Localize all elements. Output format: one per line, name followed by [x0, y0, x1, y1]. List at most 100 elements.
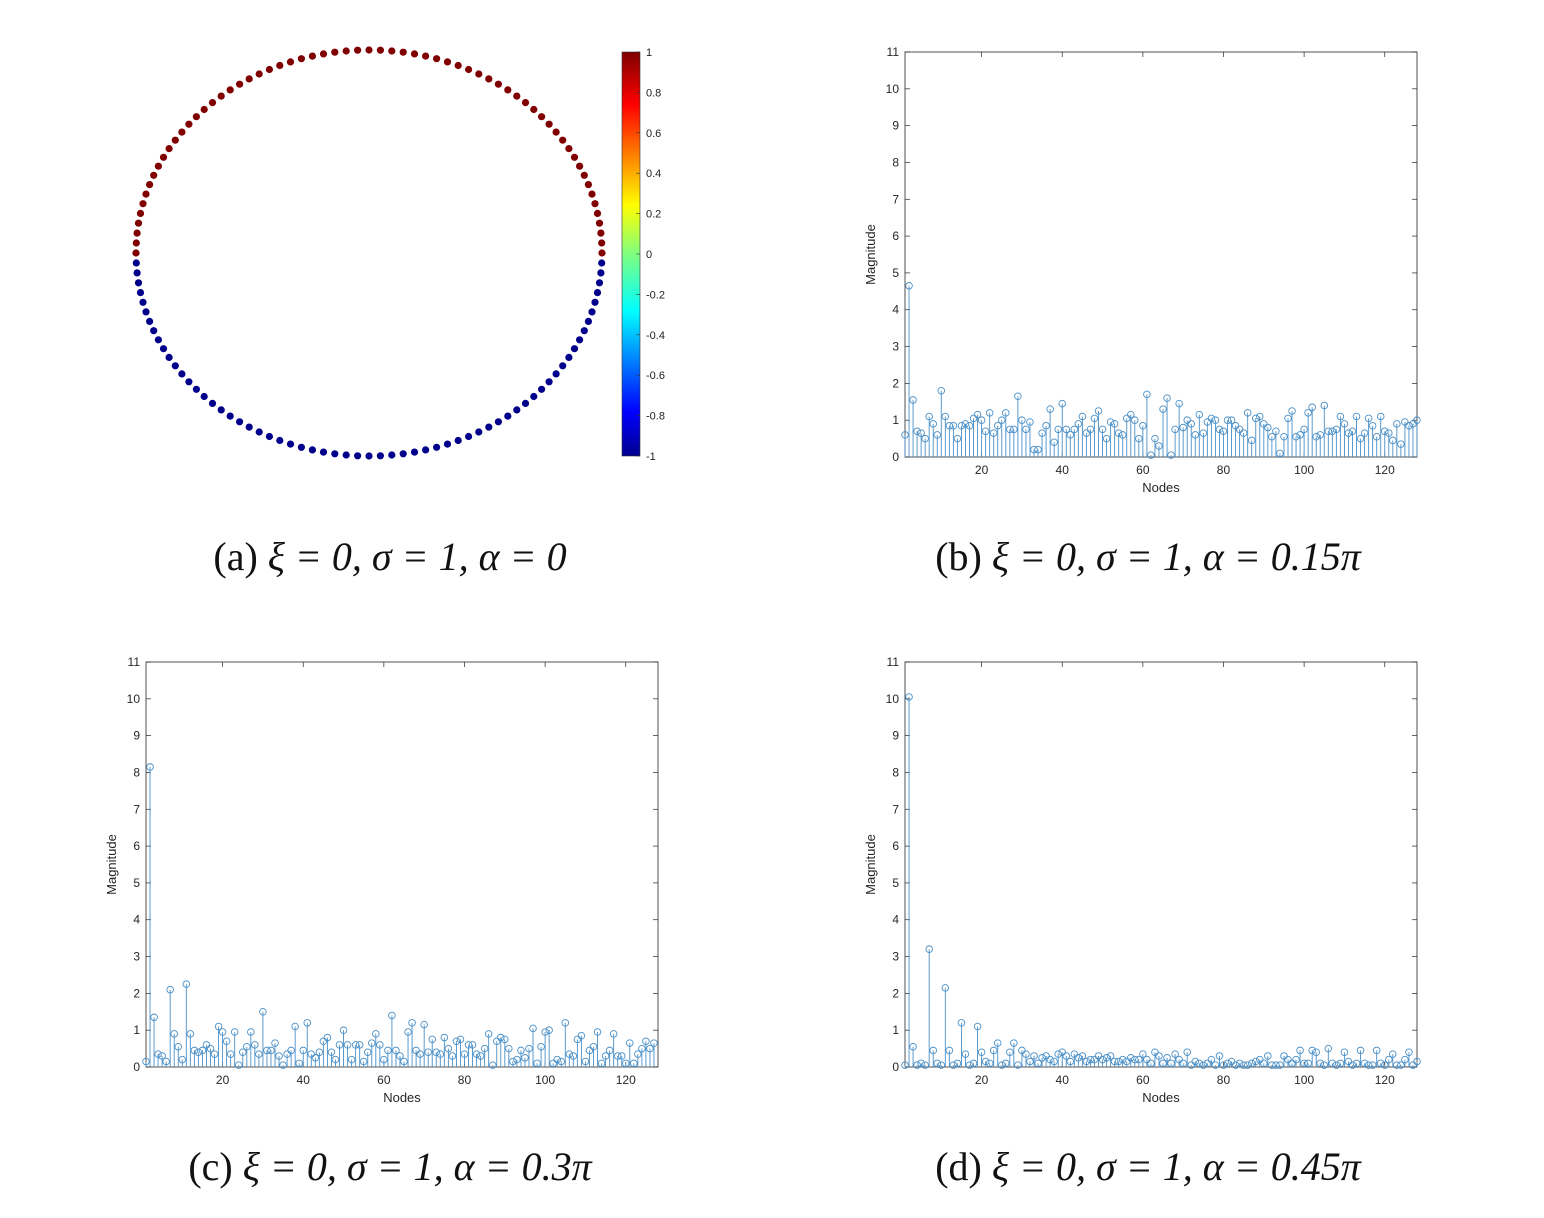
stem-point: [1264, 423, 1272, 457]
stem-point: [1086, 1055, 1095, 1067]
ring-node: [265, 65, 273, 74]
caption-d: (d) ξ = 0, σ = 1, α = 0.45π: [898, 1143, 1398, 1190]
stem-point: [1300, 1059, 1308, 1068]
stem-point: [1183, 416, 1191, 457]
stem-point: [1344, 429, 1353, 457]
stem-point: [1171, 1050, 1179, 1067]
ring-node: [530, 392, 538, 401]
stem-point: [929, 1046, 937, 1067]
y-tick-label: 11: [887, 655, 900, 669]
ring-node: [136, 289, 145, 297]
stem-point: [981, 1057, 990, 1067]
stem-point: [1364, 1061, 1373, 1069]
stem-point: [1215, 425, 1224, 457]
ring-node: [565, 353, 573, 361]
stem-point: [638, 1044, 646, 1067]
ring-node: [200, 105, 208, 114]
y-tick-label: 10: [886, 82, 900, 96]
stem-point: [363, 1048, 372, 1067]
stem-point: [1054, 1050, 1062, 1067]
ring-node: [265, 432, 273, 441]
ring-node: [331, 450, 339, 458]
stem-point: [400, 1057, 408, 1067]
stem-point: [1086, 425, 1095, 457]
stem-point: [961, 420, 970, 457]
caption-a: (a) ξ = 0, σ = 1, α = 0: [140, 533, 640, 580]
stem-point: [1235, 1059, 1244, 1068]
stem-point: [505, 1044, 513, 1067]
ring-node: [591, 200, 599, 208]
ring-node: [570, 153, 579, 161]
stem-point: [537, 1043, 545, 1067]
y-tick-label: 1: [892, 413, 899, 427]
colorbar-tick-label: 0.4: [646, 168, 661, 180]
stem-point: [1110, 1057, 1119, 1067]
stem-point: [1405, 421, 1413, 457]
ring-node: [504, 86, 512, 94]
stem-point: [509, 1057, 517, 1067]
caption-a-text: ξ = 0, σ = 1, α = 0: [267, 534, 567, 579]
colorbar-tick-label: 0: [646, 249, 652, 261]
stem-point: [206, 1044, 215, 1067]
stem-point: [1106, 1052, 1115, 1067]
stem-point: [1348, 1061, 1357, 1069]
ring-node: [365, 452, 373, 460]
stem-point: [1090, 1055, 1099, 1067]
ring-node: [504, 412, 512, 420]
x-tick-label: 20: [975, 1073, 989, 1087]
ring-node: [410, 50, 419, 58]
stem-point: [1336, 1059, 1345, 1068]
ring-node: [286, 440, 295, 448]
stem-point: [1163, 394, 1171, 457]
stem-point: [1050, 1057, 1058, 1067]
stem-point: [448, 1052, 457, 1067]
stem-point: [601, 1052, 610, 1067]
ring-node: [150, 171, 158, 179]
stem-point: [965, 421, 974, 457]
ring-node: [485, 75, 493, 83]
ring-node: [208, 99, 217, 107]
stem-point: [440, 1033, 449, 1067]
stem-point: [1304, 1059, 1312, 1068]
stem-point: [214, 1022, 223, 1067]
axes-box: [904, 661, 1418, 1068]
stem-point: [319, 1037, 328, 1067]
stem-point: [162, 1057, 170, 1067]
stem-point: [613, 1052, 622, 1067]
ring-node: [342, 451, 350, 459]
stem-point: [420, 1020, 428, 1067]
stem-point: [1211, 416, 1220, 457]
stem-point: [953, 434, 962, 457]
ring-node: [399, 48, 407, 56]
stem-point: [1312, 433, 1320, 457]
ring-node: [422, 446, 430, 454]
stem-point: [1413, 416, 1421, 457]
ring-node: [139, 298, 147, 306]
ring-node: [226, 86, 234, 94]
stem-point: [1014, 392, 1022, 457]
stem-chart-d: 0 1 2 3 4 5 6 7 8 9 10 11 20 40 60 80 100 120 Nodes Magnitu…: [863, 655, 1421, 1105]
stem-point: [1155, 1052, 1163, 1067]
stem-point: [909, 396, 917, 457]
y-axis-label: Magnitude: [104, 834, 119, 895]
stem-point: [1058, 399, 1066, 457]
stem-point: [1151, 1048, 1159, 1067]
stem-point: [553, 1055, 561, 1067]
stem-point: [1010, 425, 1018, 457]
ring-node: [354, 46, 362, 54]
caption-b: (b) ξ = 0, σ = 1, α = 0.15π: [898, 533, 1398, 580]
stem-point: [1219, 427, 1228, 457]
stem-point: [1360, 429, 1369, 457]
x-tick-label: 80: [458, 1073, 472, 1087]
stem-point: [468, 1041, 477, 1067]
stem-point: [259, 1008, 267, 1067]
stem-point: [521, 1054, 529, 1067]
stem-point: [1284, 414, 1292, 457]
y-tick-label: 5: [133, 876, 140, 890]
stem-point: [577, 1031, 586, 1067]
stem-point: [573, 1035, 582, 1067]
ring-node: [598, 249, 606, 257]
stem-point: [392, 1046, 400, 1067]
stem-point: [561, 1019, 570, 1067]
colorbar-tick-label: -1: [646, 451, 656, 463]
